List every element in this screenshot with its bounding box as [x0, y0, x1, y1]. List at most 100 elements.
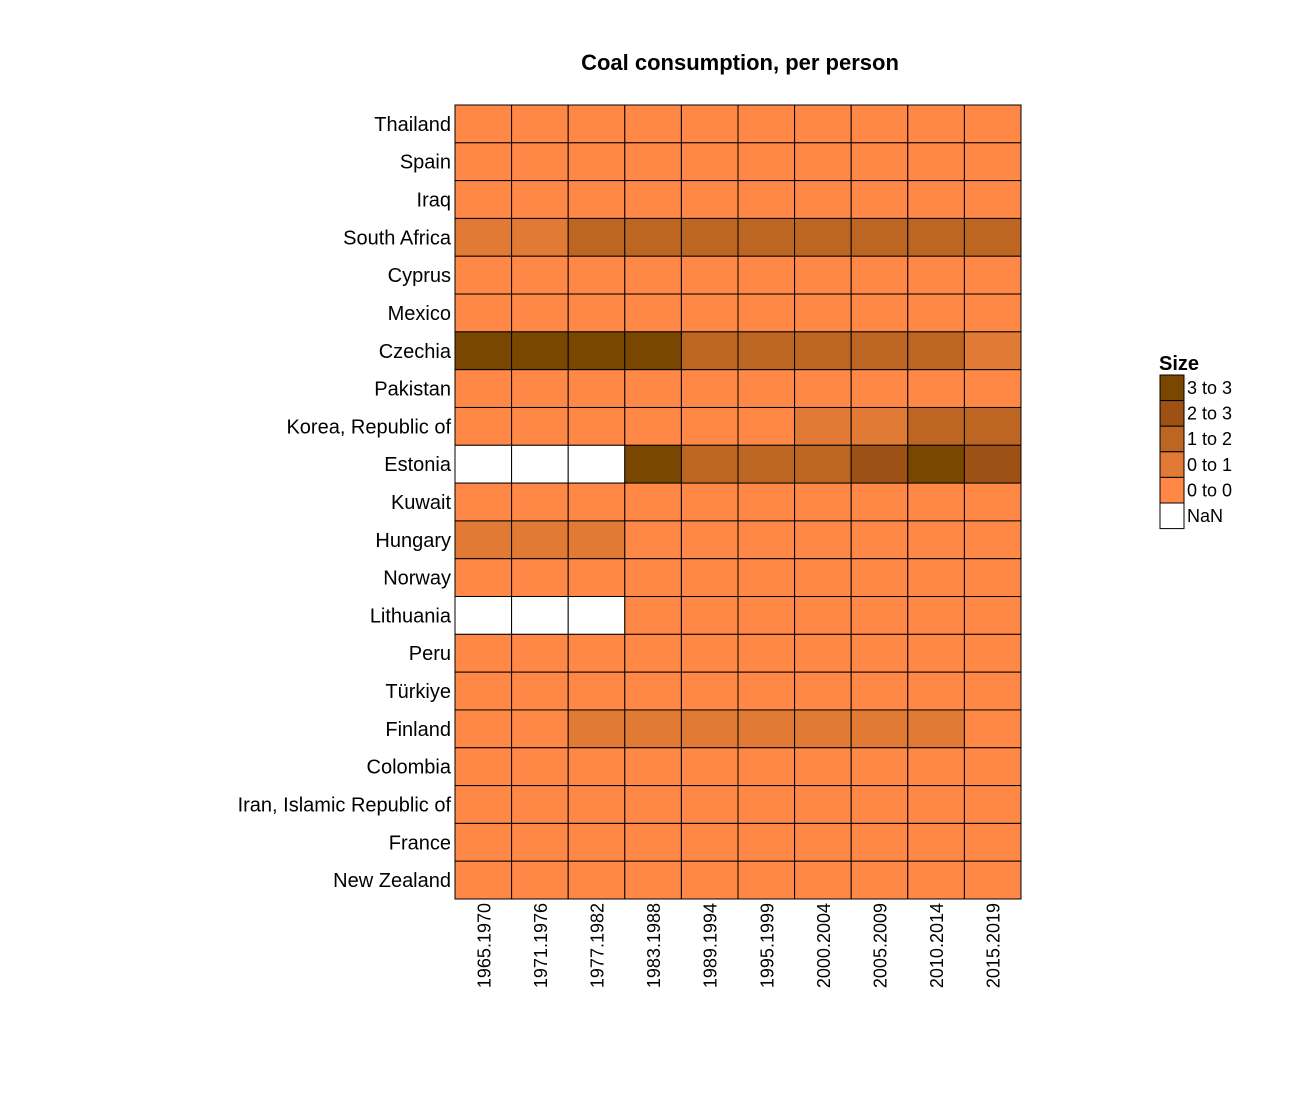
heatmap-cell — [624, 369, 682, 408]
heatmap-cell — [567, 747, 626, 787]
heatmap-cell — [454, 633, 513, 673]
heatmap-cell — [737, 785, 796, 824]
heatmap-cell — [511, 142, 569, 182]
heatmap-cell — [567, 709, 626, 749]
heatmap-cell — [907, 709, 965, 749]
heatmap-cell — [454, 785, 513, 824]
column-label: 1989.1994 — [701, 903, 721, 988]
heatmap-cell — [454, 369, 513, 408]
heatmap-cell — [624, 709, 682, 749]
heatmap-cell — [454, 217, 513, 257]
heatmap-cell — [850, 822, 909, 862]
heatmap-cell — [963, 369, 1022, 408]
heatmap-cell — [680, 331, 739, 371]
heatmap-cell — [454, 822, 513, 862]
heatmap-cell — [907, 217, 965, 257]
heatmap-cell — [454, 520, 513, 560]
row-label: Lithuania — [370, 605, 452, 627]
heatmap-cell — [680, 180, 739, 219]
heatmap-cell — [850, 482, 909, 522]
heatmap-cell — [850, 785, 909, 824]
heatmap-cell — [794, 596, 852, 635]
heatmap-cell — [680, 860, 739, 900]
row-label: Iraq — [417, 190, 451, 212]
heatmap-cell — [511, 255, 569, 295]
row-label: South Africa — [343, 227, 452, 249]
column-label: 2015.2019 — [984, 903, 1004, 988]
heatmap-cell — [737, 444, 796, 484]
heatmap-cell — [624, 747, 682, 787]
heatmap-cell — [567, 293, 626, 333]
heatmap-cell — [624, 255, 682, 295]
heatmap-cell — [963, 180, 1022, 219]
heatmap-cell — [850, 860, 909, 900]
column-label: 1995.1999 — [757, 903, 777, 988]
heatmap-cell — [850, 709, 909, 749]
heatmap-cell — [567, 104, 626, 144]
heatmap-cell — [963, 596, 1022, 635]
column-label: 1965.1970 — [474, 903, 494, 988]
heatmap-cell — [624, 104, 682, 144]
heatmap-cell — [680, 558, 739, 598]
legend-swatch — [1159, 476, 1185, 504]
heatmap-cell — [907, 369, 965, 408]
heatmap-cell — [624, 331, 682, 371]
heatmap-cell — [737, 520, 796, 560]
heatmap-cell — [624, 785, 682, 824]
heatmap-cell — [907, 747, 965, 787]
heatmap-cell — [511, 331, 569, 371]
heatmap-cell — [680, 406, 739, 446]
heatmap-cell — [850, 369, 909, 408]
heatmap-cell — [737, 482, 796, 522]
heatmap-cell — [963, 331, 1022, 371]
heatmap-cell — [794, 747, 852, 787]
heatmap-cell — [511, 671, 569, 711]
legend-swatch — [1159, 400, 1185, 427]
heatmap-cell — [567, 822, 626, 862]
legend-swatch — [1159, 425, 1185, 453]
heatmap-cell — [794, 860, 852, 900]
heatmap-cell — [850, 180, 909, 219]
heatmap-cell — [907, 482, 965, 522]
heatmap-cell — [907, 180, 965, 219]
heatmap-cell — [794, 255, 852, 295]
heatmap-cell — [907, 596, 965, 635]
heatmap-cell — [454, 104, 513, 144]
heatmap-cell — [454, 709, 513, 749]
heatmap-cell — [511, 785, 569, 824]
heatmap-cell — [794, 142, 852, 182]
heatmap-cell — [624, 406, 682, 446]
heatmap-cell — [850, 217, 909, 257]
heatmap-cell — [794, 406, 852, 446]
heatmap-cell — [624, 482, 682, 522]
heatmap-cell — [624, 520, 682, 560]
column-label: 2005.2009 — [871, 903, 891, 988]
heatmap-cell — [907, 633, 965, 673]
heatmap-cell — [624, 860, 682, 900]
heatmap-cell — [737, 860, 796, 900]
legend-swatch — [1159, 374, 1185, 402]
row-label: Czechia — [379, 341, 452, 363]
legend: Size 3 to 3 2 to 3 1 to 2 0 to 1 0 to 0 NaN — [1159, 353, 1232, 530]
heatmap-cell — [567, 444, 626, 484]
heatmap-cell — [794, 293, 852, 333]
heatmap-cell — [737, 255, 796, 295]
heatmap-cell — [963, 142, 1022, 182]
heatmap-cell — [567, 785, 626, 824]
heatmap-cell — [454, 596, 513, 635]
heatmap-cell — [794, 104, 852, 144]
heatmap-cell — [850, 596, 909, 635]
heatmap-cell — [454, 180, 513, 219]
heatmap-cell — [907, 520, 965, 560]
heatmap-cell — [624, 293, 682, 333]
row-label: New Zealand — [333, 870, 451, 892]
heatmap-cell — [680, 520, 739, 560]
heatmap-cell — [794, 520, 852, 560]
heatmap-cell — [511, 596, 569, 635]
column-label: 2010.2014 — [927, 903, 947, 988]
heatmap-cell — [850, 747, 909, 787]
heatmap-cell — [737, 142, 796, 182]
heatmap-cell — [907, 444, 965, 484]
heatmap-cell — [850, 104, 909, 144]
heatmap-cell — [737, 331, 796, 371]
